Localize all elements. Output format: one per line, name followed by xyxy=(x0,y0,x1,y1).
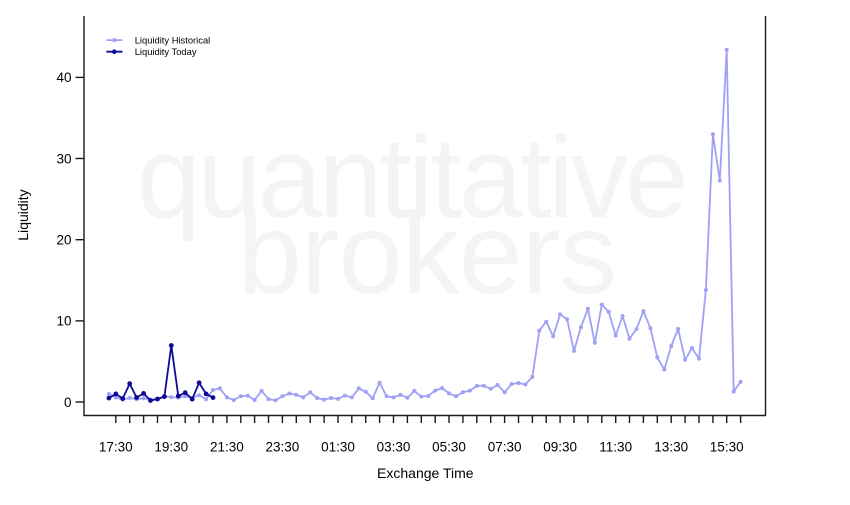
svg-text:Exchange Time: Exchange Time xyxy=(377,465,474,481)
svg-text:Liquidity: Liquidity xyxy=(15,189,31,240)
svg-text:30: 30 xyxy=(56,151,71,166)
svg-text:19:30: 19:30 xyxy=(154,440,188,455)
svg-text:13:30: 13:30 xyxy=(654,440,688,455)
svg-text:17:30: 17:30 xyxy=(99,440,133,455)
svg-text:03:30: 03:30 xyxy=(377,440,411,455)
svg-text:21:30: 21:30 xyxy=(210,440,244,455)
svg-text:15:30: 15:30 xyxy=(710,440,744,455)
svg-text:quantitative: quantitative xyxy=(137,114,686,242)
svg-text:Liquidity Historical: Liquidity Historical xyxy=(135,34,211,45)
svg-text:20: 20 xyxy=(56,233,71,248)
svg-text:10: 10 xyxy=(56,314,71,329)
svg-text:11:30: 11:30 xyxy=(599,440,632,455)
svg-text:40: 40 xyxy=(56,70,71,85)
svg-text:05:30: 05:30 xyxy=(432,440,466,455)
svg-text:0: 0 xyxy=(64,395,72,410)
svg-text:23:30: 23:30 xyxy=(266,440,300,455)
svg-text:Liquidity Today: Liquidity Today xyxy=(135,46,197,57)
svg-text:09:30: 09:30 xyxy=(543,440,577,455)
svg-text:brokers: brokers xyxy=(238,190,617,318)
svg-text:01:30: 01:30 xyxy=(321,440,355,455)
svg-text:07:30: 07:30 xyxy=(488,440,522,455)
